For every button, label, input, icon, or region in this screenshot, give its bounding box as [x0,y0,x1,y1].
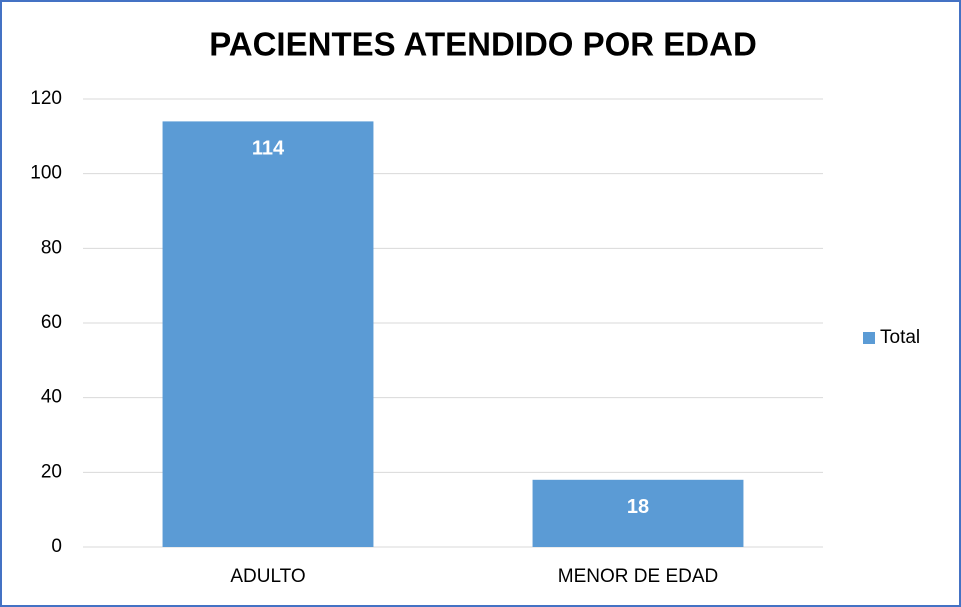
bar [532,479,744,547]
y-tick-label: 0 [51,536,62,557]
y-tick-label: 40 [41,387,62,408]
legend-swatch [863,332,875,344]
y-tick-label: 60 [41,312,62,333]
chart-title: PACIENTES ATENDIDO POR EDAD [209,26,757,63]
data-label: 114 [252,138,285,160]
legend-label: Total [880,327,920,348]
y-tick-label: 100 [30,163,62,184]
bar [162,121,374,548]
x-tick-label: ADULTO [230,566,305,587]
x-tick-label: MENOR DE EDAD [558,566,718,587]
y-tick-label: 80 [41,237,62,258]
data-label: 18 [627,496,649,518]
y-tick-label: 120 [30,88,62,109]
y-tick-label: 20 [41,461,62,482]
